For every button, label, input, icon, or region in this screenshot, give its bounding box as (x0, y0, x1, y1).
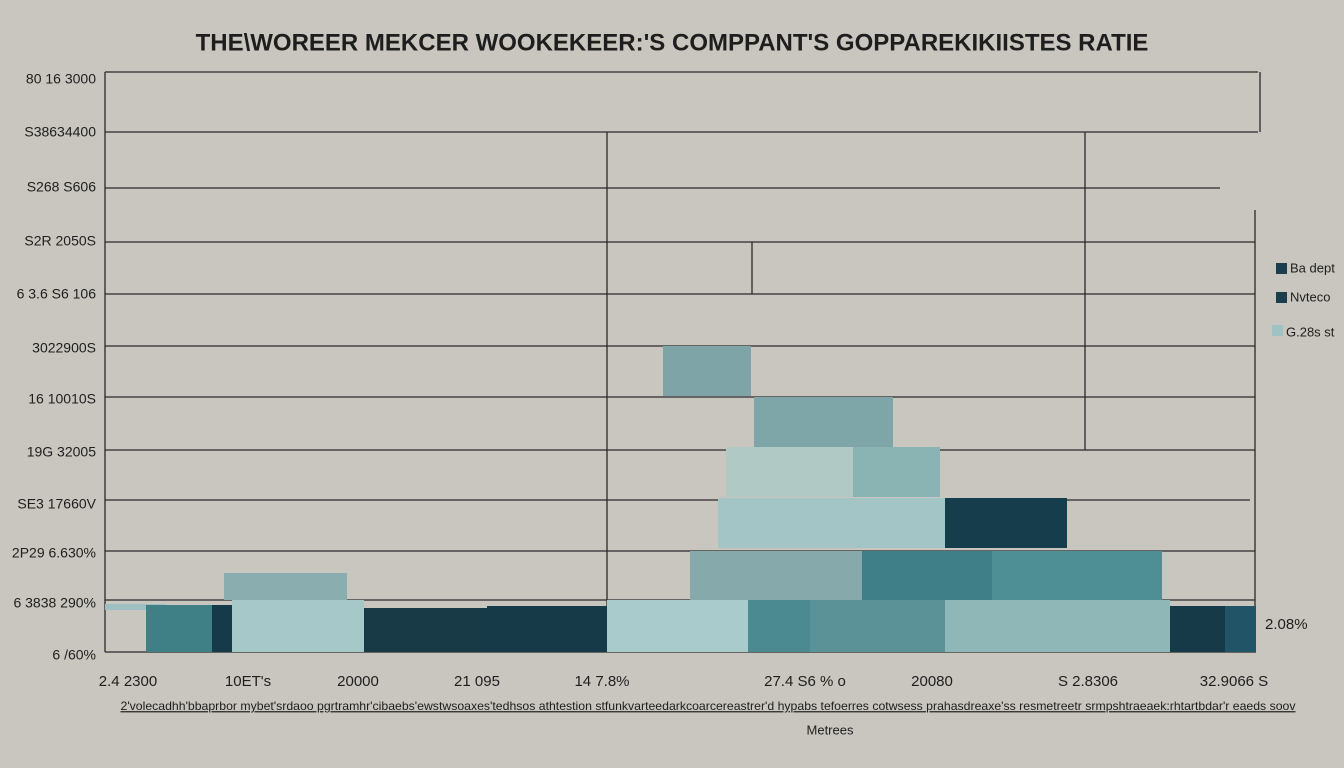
legend-swatch (1276, 263, 1287, 274)
x-tick-label: 10ET's (225, 673, 271, 690)
x-axis-labels: 2.4 2300 10ET's 20000 21 095 14 7.8% 27.… (99, 673, 1268, 690)
legend: Ba dept Nvteco G.28s st (1272, 260, 1335, 339)
chart-title: THE\WOREER MEKCER WOOKEKEER:'S COMPPANT'… (196, 29, 1149, 56)
bar (146, 605, 212, 652)
bars (105, 346, 1256, 652)
bar (690, 551, 862, 600)
y-axis-labels: 80 16 3000 S38634400 S268 S606 S2R 2050S… (12, 71, 97, 663)
bar (726, 447, 853, 497)
y-tick-label: S38634400 (24, 124, 96, 140)
annotation: 2.08% (1265, 616, 1308, 633)
y-tick-label: S268 S606 (27, 179, 96, 195)
y-tick-label: 16 10010S (28, 391, 96, 407)
y-tick-label: 6 3838 290% (13, 595, 96, 611)
legend-label: G.28s st (1286, 324, 1335, 339)
bar (992, 551, 1162, 600)
bar (945, 498, 1067, 548)
y-tick-label: 6 3.6 S6 106 (17, 286, 97, 302)
x-tick-label: 2.4 2300 (99, 673, 157, 690)
bar (754, 397, 893, 447)
bar (1170, 606, 1225, 652)
y-tick-label: SE3 17660V (17, 496, 96, 512)
bar (853, 447, 940, 497)
bar (718, 498, 945, 548)
x-tick-label: 21 095 (454, 673, 500, 690)
y-tick-label: 2P29 6.630% (12, 545, 96, 561)
bar (663, 346, 751, 396)
bar (810, 600, 945, 652)
bar (364, 608, 487, 652)
bar (945, 600, 1170, 652)
x-tick-label: 14 7.8% (574, 673, 629, 690)
x-tick-label: 20000 (337, 673, 379, 690)
bar (232, 600, 364, 652)
legend-label: Nvteco (1290, 289, 1330, 304)
y-tick-label: 3022900S (32, 340, 96, 356)
y-tick-label: 80 16 3000 (26, 71, 96, 87)
x-tick-label: 27.4 S6 % o (764, 673, 846, 690)
legend-swatch (1272, 325, 1283, 336)
bar (862, 551, 992, 600)
bar (607, 600, 748, 652)
y-tick-label: 19G 32005 (27, 444, 96, 460)
bar (1225, 606, 1256, 652)
legend-swatch (1276, 292, 1287, 303)
y-tick-label: S2R 2050S (24, 233, 96, 249)
y-tick-label: 6 /60% (52, 647, 96, 663)
x-tick-label: 32.9066 S (1200, 673, 1268, 690)
x-tick-label: 20080 (911, 673, 953, 690)
x-tick-label: S 2.8306 (1058, 673, 1118, 690)
footnote: 2'volecadhh'bbaprbor mybet'srdaoo pgrtra… (121, 699, 1296, 713)
bar (105, 604, 165, 610)
bar (748, 600, 810, 652)
bar (224, 573, 347, 600)
bar (212, 605, 232, 652)
axis-title: Metrees (807, 722, 854, 737)
legend-label: Ba dept (1290, 260, 1335, 275)
bar (487, 606, 607, 652)
